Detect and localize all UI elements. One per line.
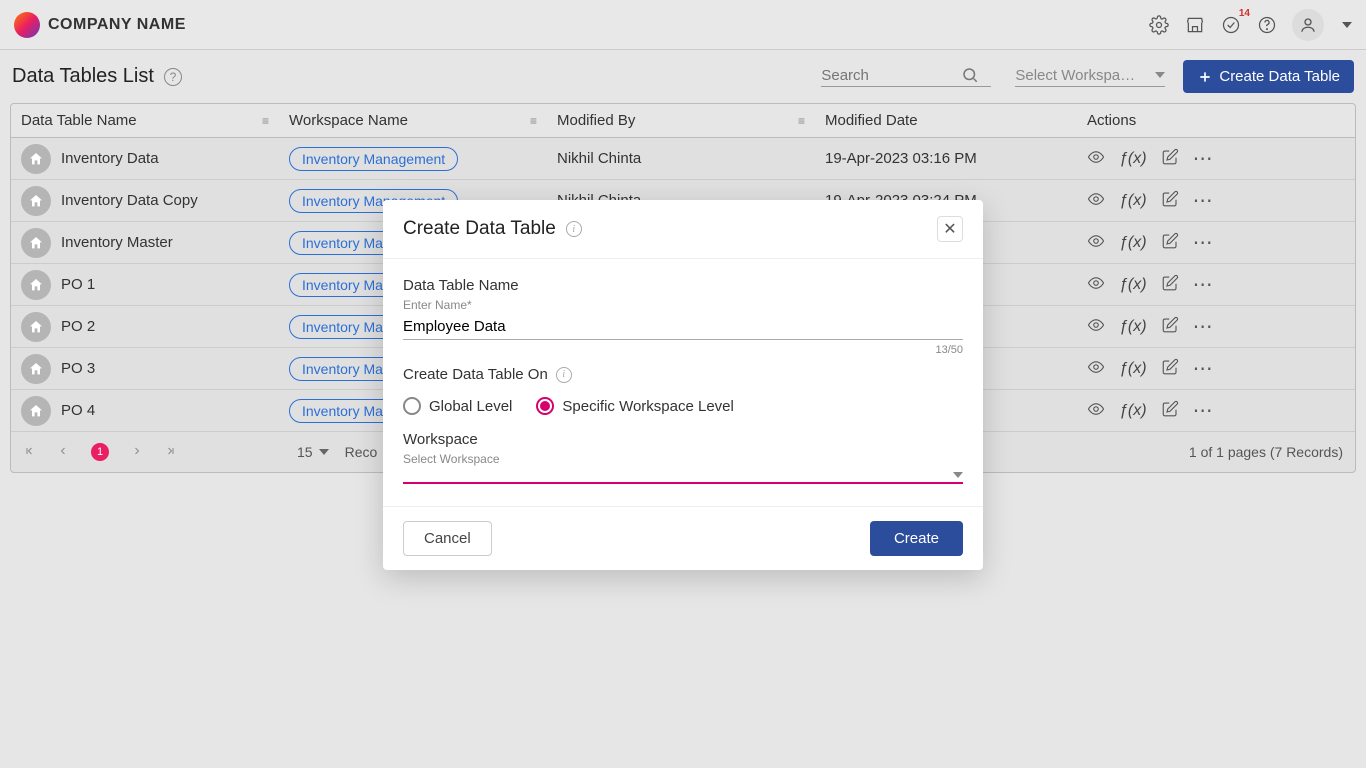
cancel-button[interactable]: Cancel — [403, 521, 492, 556]
info-icon[interactable]: i — [566, 221, 582, 237]
workspace-field-sublabel: Select Workspace — [403, 452, 963, 466]
create-data-table-modal: Create Data Table i ✕ Data Table Name En… — [383, 200, 983, 570]
data-table-name-input[interactable] — [403, 314, 963, 340]
chevron-down-icon — [953, 472, 963, 478]
modal-title: Create Data Table — [403, 218, 556, 240]
name-field-label: Data Table Name — [403, 277, 963, 294]
radio-icon — [536, 397, 554, 415]
close-icon[interactable]: ✕ — [937, 216, 963, 242]
workspace-select[interactable] — [403, 466, 963, 484]
radio-workspace[interactable]: Specific Workspace Level — [536, 397, 733, 415]
radio-icon — [403, 397, 421, 415]
workspace-field-label: Workspace — [403, 431, 963, 448]
radio-global[interactable]: Global Level — [403, 397, 512, 415]
workspace-field: Workspace Select Workspace — [403, 431, 963, 484]
info-icon[interactable]: i — [556, 367, 572, 383]
scope-radio-group: Global Level Specific Workspace Level — [403, 397, 963, 415]
create-button[interactable]: Create — [870, 521, 963, 556]
name-field-sublabel: Enter Name* — [403, 298, 963, 312]
scope-label: Create Data Table On i — [403, 366, 963, 383]
char-counter: 13/50 — [403, 344, 963, 356]
